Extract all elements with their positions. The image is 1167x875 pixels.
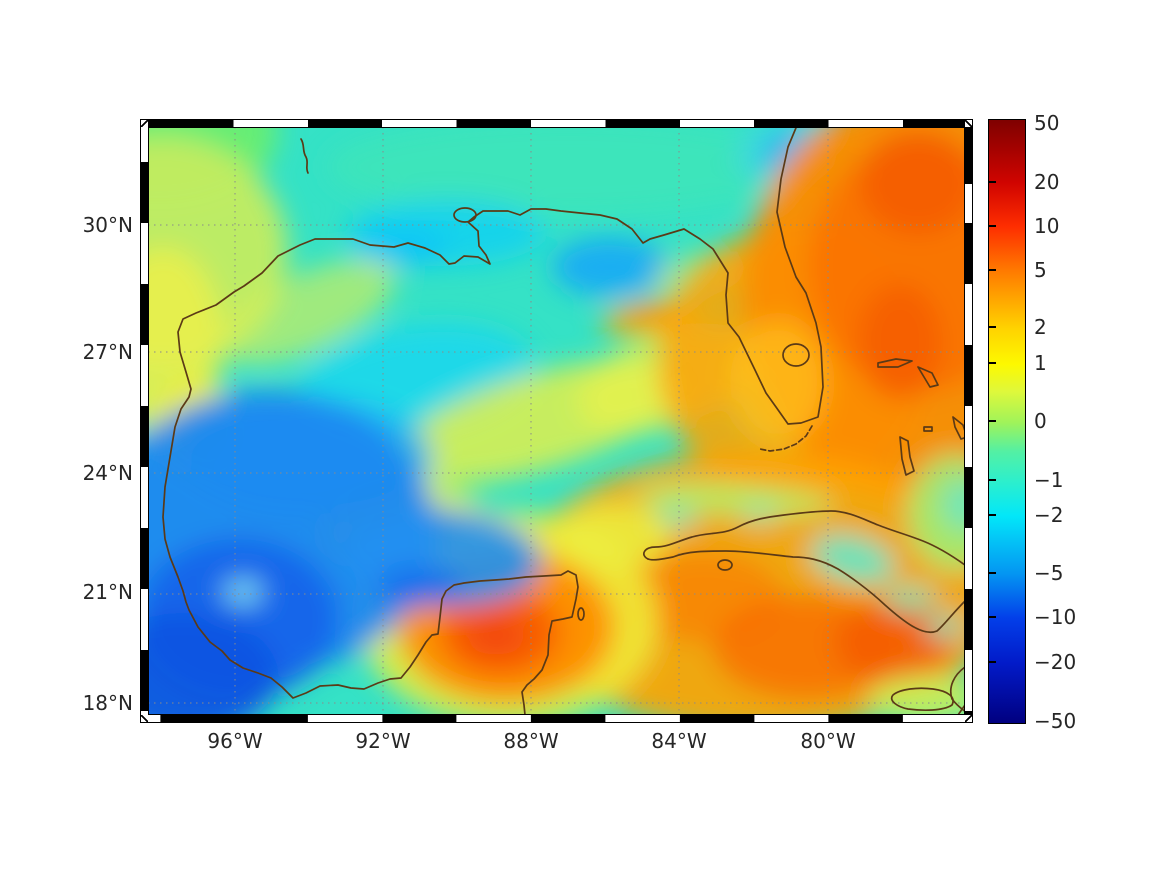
inland-lakes xyxy=(300,138,309,174)
colorbar-label-20: 20 xyxy=(1034,170,1060,194)
grand-bahama xyxy=(877,358,913,368)
colorbar-tick-m5 xyxy=(989,572,996,574)
frame-corner-bottomright xyxy=(965,715,972,722)
frame-strip-left xyxy=(141,127,148,715)
isla-juventud xyxy=(717,559,733,571)
colorbar-tick-m10 xyxy=(989,616,996,618)
lon-tick-88w: 88°W xyxy=(503,729,559,753)
lake-okeechobee xyxy=(782,343,810,367)
coastlines xyxy=(162,122,968,716)
colorbar-label-m1: −1 xyxy=(1034,468,1064,492)
lat-tick-18n: 18°N xyxy=(82,691,133,715)
colorbar xyxy=(988,119,1026,724)
coastline-cuba-south xyxy=(647,550,966,634)
colorbar-label-50: 50 xyxy=(1034,111,1060,135)
plot-border xyxy=(148,127,965,715)
haiti-coast-bit xyxy=(957,704,966,716)
coastline-cuba-north xyxy=(643,510,966,566)
lon-tick-80w: 80°W xyxy=(800,729,856,753)
frame-strip-right xyxy=(965,127,972,715)
colorbar-tick-m1 xyxy=(989,479,996,481)
anomaly-field xyxy=(38,57,1093,737)
colorbar-label-m5: −5 xyxy=(1034,561,1064,585)
colorbar-tick-m2 xyxy=(989,514,996,516)
colorbar-gradient xyxy=(989,120,1025,723)
lon-tick-92w: 92°W xyxy=(355,729,411,753)
colorbar-tick-10 xyxy=(989,225,996,227)
frame-corner-topright xyxy=(965,120,972,127)
coastline-mainland xyxy=(162,122,824,716)
lat-tick-24n: 24°N xyxy=(82,461,133,485)
colorbar-label-m10: −10 xyxy=(1034,605,1077,629)
colorbar-label-m50: −50 xyxy=(1034,709,1077,733)
colorbar-label-m20: −20 xyxy=(1034,650,1077,674)
frame-strip-top xyxy=(148,120,965,127)
colorbar-tick-1 xyxy=(989,362,996,364)
new-providence xyxy=(923,426,933,432)
graticule xyxy=(148,127,965,715)
frame-corner-bottomleft xyxy=(141,715,148,722)
colorbar-label-0: 0 xyxy=(1034,409,1047,433)
lon-tick-84w: 84°W xyxy=(651,729,707,753)
colorbar-label-5: 5 xyxy=(1034,258,1047,282)
map-canvas xyxy=(38,57,1093,737)
colorbar-label-10: 10 xyxy=(1034,214,1060,238)
colorbar-label-m2: −2 xyxy=(1034,503,1064,527)
lake-pontchartrain xyxy=(453,207,477,223)
coastline-florida-keys xyxy=(759,425,813,452)
map-plot-area xyxy=(38,57,1093,737)
lat-tick-30n: 30°N xyxy=(82,213,133,237)
frame-strip-bottom xyxy=(148,715,965,722)
colorbar-tick-20 xyxy=(989,181,996,183)
colorbar-tick-5 xyxy=(989,269,996,271)
colorbar-tick-2 xyxy=(989,326,996,328)
colorbar-tick-m20 xyxy=(989,661,996,663)
lat-tick-27n: 27°N xyxy=(82,340,133,364)
abaco xyxy=(917,366,939,388)
colorbar-label-1: 1 xyxy=(1034,351,1047,375)
frame-corner-topleft xyxy=(141,120,148,127)
andros xyxy=(899,436,915,476)
lon-tick-96w: 96°W xyxy=(207,729,263,753)
colorbar-label-2: 2 xyxy=(1034,315,1047,339)
colorbar-tick-0 xyxy=(989,420,996,422)
cozumel xyxy=(577,607,585,621)
map-frame xyxy=(38,57,1093,737)
lat-tick-21n: 21°N xyxy=(82,580,133,604)
jamaica xyxy=(890,687,954,712)
